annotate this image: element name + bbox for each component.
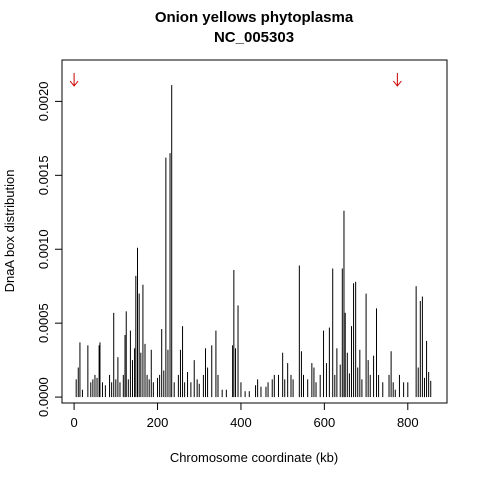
y-tick-label: 0.0020 xyxy=(36,82,51,122)
chart-title: Onion yellows phytoplasma xyxy=(155,9,354,26)
x-tick-label: 200 xyxy=(147,415,169,430)
x-tick-label: 800 xyxy=(397,415,419,430)
x-tick-label: 0 xyxy=(70,415,77,430)
y-axis-label: DnaA box distribution xyxy=(2,170,17,293)
y-tick-label: 0.0015 xyxy=(36,155,51,195)
plot-box xyxy=(61,59,448,404)
x-tick-label: 400 xyxy=(230,415,252,430)
x-axis-label: Chromosome coordinate (kb) xyxy=(170,450,338,465)
x-tick-label: 600 xyxy=(314,415,336,430)
chart-subtitle: NC_005303 xyxy=(214,29,294,46)
y-tick-label: 0.0010 xyxy=(36,229,51,269)
arrow-marker xyxy=(69,73,79,87)
y-tick-label: 0.0005 xyxy=(36,303,51,343)
y-tick-label: 0.0000 xyxy=(36,377,51,417)
arrow-marker xyxy=(392,73,402,87)
